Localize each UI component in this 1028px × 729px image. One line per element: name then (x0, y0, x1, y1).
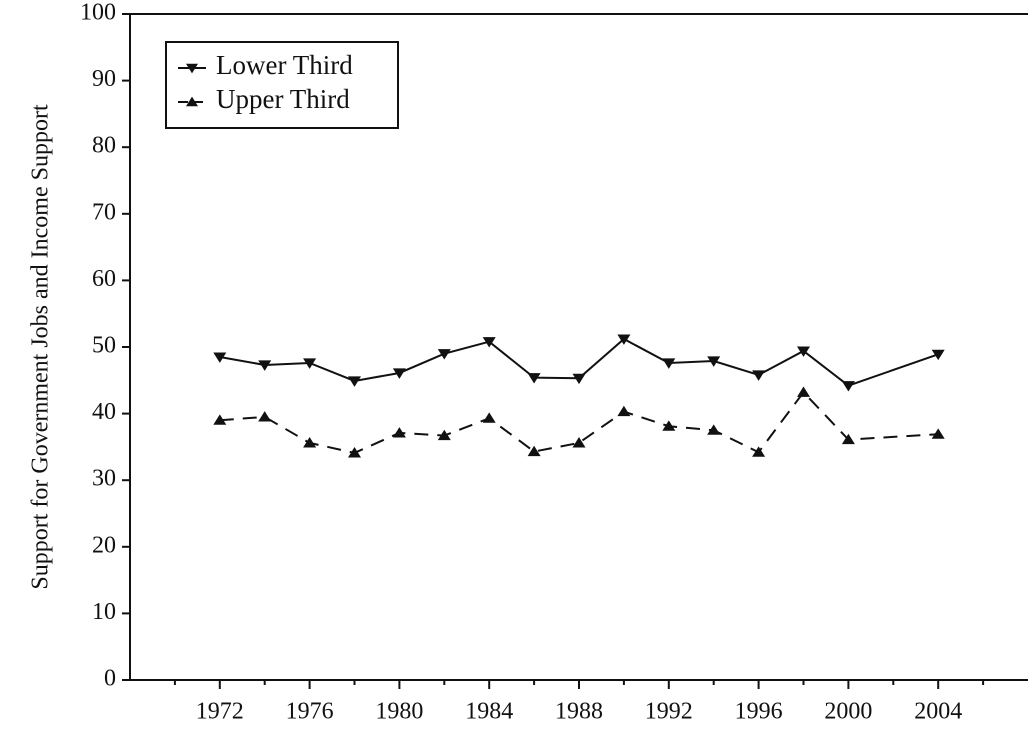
y-tick-label: 90 (92, 66, 116, 92)
x-tick-label: 1988 (555, 699, 603, 725)
point-marker (527, 373, 541, 384)
point-marker (437, 429, 451, 441)
legend-marker (186, 96, 198, 107)
point-marker (662, 358, 676, 369)
point-marker (617, 334, 631, 345)
series-line (219, 337, 939, 387)
point-marker (662, 420, 676, 431)
point-marker (931, 349, 945, 361)
y-tick-label: 100 (80, 0, 116, 26)
x-tick-label: 1972 (196, 699, 244, 725)
point-marker (437, 349, 451, 360)
x-tick-label: 1984 (465, 699, 513, 725)
series-line (219, 390, 939, 454)
x-tick-label: 1980 (375, 699, 423, 725)
point-marker (572, 437, 586, 448)
point-marker (482, 337, 496, 348)
x-tick-label: 2000 (824, 699, 872, 725)
point-marker (707, 424, 721, 435)
x-tick-label: 2004 (914, 699, 962, 725)
point-marker (213, 414, 227, 425)
point-marker (258, 411, 272, 422)
point-marker (841, 381, 855, 392)
point-marker (348, 447, 361, 458)
y-axis-label: Support for Government Jobs and Income S… (28, 104, 54, 590)
legend-marker (186, 63, 198, 74)
x-tick-label: 1996 (735, 699, 783, 725)
point-marker (392, 368, 406, 379)
y-tick-label: 10 (92, 599, 116, 625)
legend-label: Upper Third (216, 84, 350, 114)
point-marker (258, 360, 272, 371)
y-tick-label: 70 (92, 199, 116, 225)
point-marker (752, 370, 766, 381)
y-tick-label: 0 (104, 666, 116, 692)
point-marker (797, 386, 810, 397)
point-marker (213, 352, 227, 363)
point-marker (707, 356, 721, 367)
point-marker (931, 428, 945, 439)
point-marker (482, 412, 496, 423)
point-marker (841, 433, 855, 445)
point-marker (617, 405, 631, 417)
y-tick-label: 60 (92, 266, 116, 292)
point-marker (303, 437, 317, 448)
point-marker (527, 445, 541, 457)
legend-label: Lower Third (216, 50, 353, 80)
point-marker (752, 446, 766, 457)
x-tick-label: 1992 (645, 699, 693, 725)
y-tick-label: 50 (92, 333, 116, 359)
y-tick-label: 20 (92, 532, 116, 558)
legend-box (165, 41, 399, 129)
point-marker (797, 346, 810, 357)
y-tick-label: 40 (92, 399, 116, 425)
point-marker (348, 376, 361, 387)
point-marker (572, 373, 586, 385)
x-tick-label: 1976 (286, 699, 334, 725)
y-tick-label: 80 (92, 133, 116, 159)
point-marker (392, 427, 406, 438)
point-marker (303, 358, 317, 369)
y-tick-label: 30 (92, 466, 116, 492)
